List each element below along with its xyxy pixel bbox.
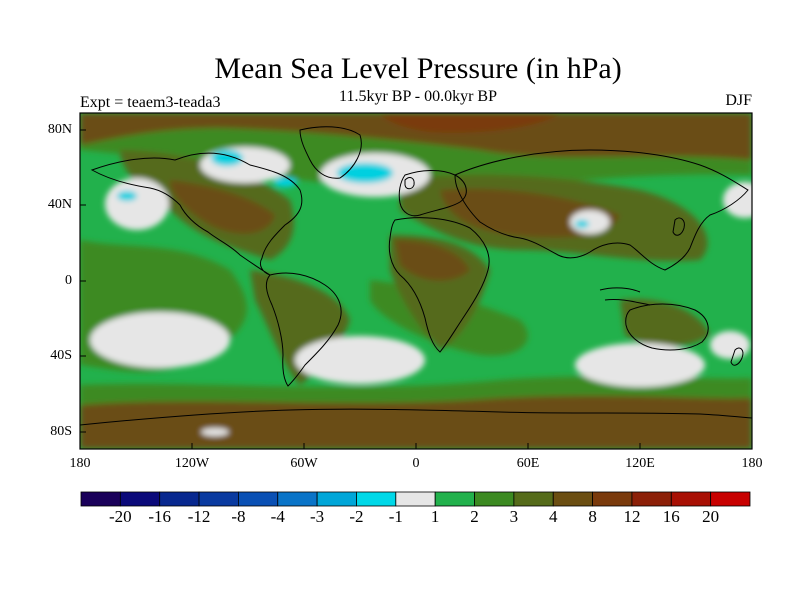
colorbar-tick-label: 3 bbox=[509, 507, 519, 526]
colorbar-tick-label: -1 bbox=[388, 507, 403, 526]
lat-label-0: 0 bbox=[65, 273, 72, 288]
field-brown-namerica bbox=[170, 180, 275, 234]
field-cyan-npacific bbox=[117, 191, 137, 201]
lat-label-80s: 80S bbox=[50, 424, 72, 439]
colorbar-swatch bbox=[513, 491, 554, 507]
field-brown-africa bbox=[395, 240, 470, 281]
coast-north-america bbox=[90, 152, 303, 276]
colorbar-tick-label: -20 bbox=[109, 507, 132, 526]
lon-label-180w: 180 bbox=[69, 456, 91, 471]
coast-europe bbox=[398, 170, 467, 217]
field-grey-spacific bbox=[90, 312, 230, 368]
lon-label-60w: 60W bbox=[290, 456, 318, 471]
lon-label-120e: 120E bbox=[625, 456, 655, 471]
field-grey-antarctic-spot bbox=[201, 428, 229, 436]
coast-south-america bbox=[265, 272, 342, 387]
colorbar-tick-label: -2 bbox=[349, 507, 364, 526]
coast-africa bbox=[388, 217, 490, 353]
season-label: DJF bbox=[725, 92, 752, 109]
colorbar-tick-label: -4 bbox=[270, 507, 285, 526]
colorbar-swatch bbox=[159, 491, 200, 507]
colorbar-tick-label: 2 bbox=[470, 507, 479, 526]
field-olive-australia bbox=[620, 299, 710, 347]
colorbar-swatch bbox=[277, 491, 318, 507]
colorbar-tick-label: 4 bbox=[548, 507, 558, 526]
colorbar-swatch bbox=[238, 491, 279, 507]
colorbar-tick-label: 8 bbox=[588, 507, 597, 526]
colorbar-swatch bbox=[474, 491, 515, 507]
colorbar-swatch bbox=[631, 491, 672, 507]
chart-subtitle: 11.5kyr BP - 00.0kyr BP bbox=[339, 88, 497, 105]
field-grey-satlantic bbox=[295, 336, 425, 384]
colorbar-swatch bbox=[592, 491, 633, 507]
coast-new-zealand bbox=[730, 347, 744, 366]
colorbar-tick-label: 12 bbox=[623, 507, 641, 526]
coast-australia bbox=[625, 303, 709, 351]
field-darkbrown-arctic bbox=[380, 113, 560, 133]
coast-greenland bbox=[299, 126, 362, 179]
lat-label-80n: 80N bbox=[47, 122, 72, 137]
colorbar-swatch bbox=[710, 491, 751, 507]
field-grey-nz bbox=[710, 331, 750, 359]
lat-label-40s: 40S bbox=[50, 348, 72, 363]
colorbar-tick-label: 16 bbox=[662, 507, 680, 526]
field-cyan-canada2 bbox=[273, 177, 297, 187]
colorbar-tick-label: -16 bbox=[148, 507, 172, 526]
colorbar-tick-label: 1 bbox=[430, 507, 440, 526]
field-grey-tibet bbox=[570, 210, 610, 234]
lon-label-180e: 180 bbox=[741, 456, 763, 471]
colorbar-swatch bbox=[80, 491, 121, 507]
field-grey-sindian bbox=[575, 343, 705, 387]
coast-japan bbox=[672, 217, 685, 236]
colorbar-tick-label: -8 bbox=[231, 507, 246, 526]
colorbar-tick-label: -12 bbox=[187, 507, 211, 526]
colorbar-swatch bbox=[119, 491, 161, 507]
colorbar-swatch bbox=[552, 491, 593, 507]
colorbar-swatch bbox=[670, 491, 712, 507]
coast-antarctica bbox=[80, 408, 752, 426]
colorbar-swatch bbox=[356, 491, 397, 507]
coast-asia bbox=[454, 149, 749, 271]
field-cyan-tibet bbox=[575, 220, 589, 228]
field-brown-north bbox=[80, 113, 752, 160]
coast-britain bbox=[404, 177, 415, 190]
lat-label-40n: 40N bbox=[47, 197, 72, 212]
colorbar-swatch bbox=[316, 491, 357, 507]
lon-label-0: 0 bbox=[412, 456, 420, 471]
chart-title: Mean Sea Level Pressure (in hPa) bbox=[214, 52, 622, 85]
colorbar-swatch bbox=[395, 491, 436, 507]
experiment-label: Expt = teaem3-teada3 bbox=[80, 94, 221, 111]
field-brown-antarctica bbox=[80, 395, 752, 449]
colorbar-tick-label: 20 bbox=[702, 507, 720, 526]
coast-indonesia bbox=[599, 287, 651, 306]
lon-label-60e: 60E bbox=[516, 456, 540, 471]
colorbar-swatch bbox=[198, 491, 239, 507]
lon-label-120w: 120W bbox=[174, 456, 210, 471]
colorbar-tick-label: -3 bbox=[310, 507, 325, 526]
field-grey-npacific bbox=[105, 178, 169, 230]
colorbar-swatch bbox=[434, 491, 475, 507]
